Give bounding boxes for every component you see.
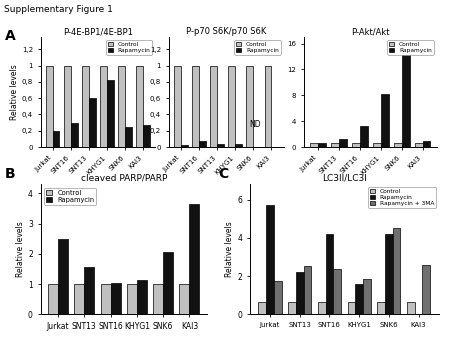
Legend: Control, Rapamycin: Control, Rapamycin bbox=[106, 40, 153, 55]
Bar bbox=[181, 145, 188, 147]
Bar bbox=[333, 269, 341, 314]
Bar bbox=[385, 234, 393, 314]
Title: P-4E-BP1/4E-BP1: P-4E-BP1/4E-BP1 bbox=[63, 27, 133, 37]
Bar bbox=[303, 266, 311, 314]
Bar bbox=[381, 94, 388, 147]
Bar bbox=[125, 127, 132, 147]
Bar bbox=[352, 143, 360, 147]
Bar bbox=[265, 66, 271, 147]
Bar bbox=[377, 302, 385, 314]
Bar bbox=[101, 284, 111, 314]
Bar bbox=[401, 53, 410, 147]
Bar bbox=[118, 66, 125, 147]
Bar bbox=[163, 252, 173, 314]
Bar bbox=[355, 284, 363, 314]
Bar bbox=[127, 284, 137, 314]
Bar bbox=[199, 141, 206, 147]
Bar bbox=[136, 66, 143, 147]
Bar bbox=[210, 66, 217, 147]
Bar bbox=[58, 239, 68, 314]
Legend: Control, Rapamycin: Control, Rapamycin bbox=[234, 40, 281, 55]
Bar bbox=[347, 302, 355, 314]
Bar bbox=[71, 123, 77, 147]
Text: ND: ND bbox=[249, 120, 261, 129]
Bar bbox=[318, 143, 326, 147]
Bar bbox=[373, 143, 381, 147]
Y-axis label: Relative levels: Relative levels bbox=[16, 221, 25, 277]
Bar bbox=[217, 144, 224, 147]
Legend: Control, Rapamycin, Rapamycin + 3MA: Control, Rapamycin, Rapamycin + 3MA bbox=[368, 187, 436, 208]
Bar bbox=[310, 143, 318, 147]
Bar bbox=[325, 234, 333, 314]
Text: Supplementary Figure 1: Supplementary Figure 1 bbox=[4, 5, 113, 14]
Bar bbox=[189, 204, 199, 314]
Bar bbox=[235, 144, 242, 147]
Bar bbox=[192, 66, 199, 147]
Bar bbox=[153, 284, 163, 314]
Text: A: A bbox=[4, 29, 15, 43]
Bar bbox=[247, 66, 253, 147]
Bar bbox=[423, 141, 431, 147]
Bar bbox=[82, 66, 89, 147]
Bar bbox=[48, 284, 58, 314]
Y-axis label: Relative levels: Relative levels bbox=[10, 64, 19, 120]
Bar bbox=[258, 302, 266, 314]
Title: cleaved PARP/PARP: cleaved PARP/PARP bbox=[81, 173, 167, 182]
Title: P-p70 S6K/p70 S6K: P-p70 S6K/p70 S6K bbox=[186, 27, 266, 37]
Title: LC3II/LC3I: LC3II/LC3I bbox=[322, 173, 367, 182]
Bar bbox=[46, 66, 53, 147]
Bar bbox=[414, 143, 423, 147]
Bar bbox=[423, 265, 430, 314]
Bar bbox=[100, 66, 107, 147]
Bar bbox=[360, 126, 368, 147]
Bar bbox=[53, 131, 59, 147]
Bar bbox=[174, 66, 181, 147]
Bar bbox=[143, 125, 150, 147]
Bar bbox=[331, 143, 339, 147]
Legend: Control, Rapamycin: Control, Rapamycin bbox=[44, 188, 96, 204]
Bar bbox=[266, 205, 274, 314]
Title: P-Akt/Akt: P-Akt/Akt bbox=[351, 27, 389, 37]
Bar bbox=[84, 267, 94, 314]
Bar bbox=[228, 66, 235, 147]
Bar bbox=[393, 228, 401, 314]
Legend: Control, Rapamycin: Control, Rapamycin bbox=[387, 40, 434, 55]
Bar bbox=[363, 279, 371, 314]
Bar bbox=[394, 143, 401, 147]
Bar bbox=[137, 280, 147, 314]
Y-axis label: Relative levels: Relative levels bbox=[225, 221, 234, 277]
Bar bbox=[74, 284, 84, 314]
Bar bbox=[274, 281, 282, 314]
Bar bbox=[107, 80, 114, 147]
Bar bbox=[89, 98, 96, 147]
Bar bbox=[339, 139, 347, 147]
Bar bbox=[318, 302, 325, 314]
Bar bbox=[111, 283, 121, 314]
Text: B: B bbox=[4, 167, 15, 181]
Bar bbox=[288, 302, 296, 314]
Bar bbox=[296, 272, 303, 314]
Bar bbox=[180, 284, 189, 314]
Bar bbox=[64, 66, 71, 147]
Bar bbox=[407, 302, 415, 314]
Text: C: C bbox=[218, 167, 229, 181]
